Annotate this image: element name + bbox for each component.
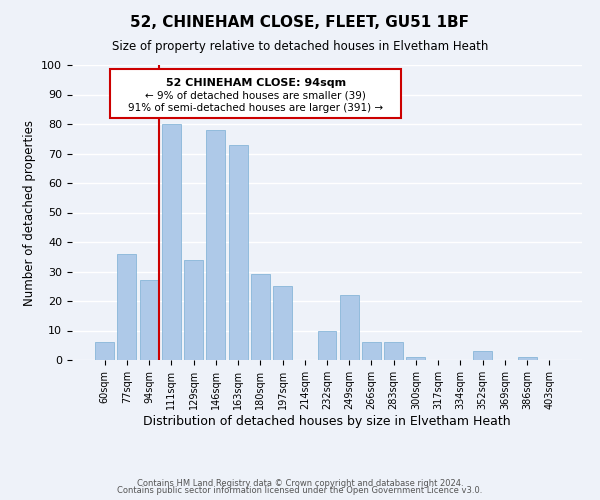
Bar	[95, 342, 114, 360]
Text: ← 9% of detached houses are smaller (39): ← 9% of detached houses are smaller (39)	[145, 91, 366, 101]
Text: 91% of semi-detached houses are larger (391) →: 91% of semi-detached houses are larger (…	[128, 104, 383, 114]
Bar	[118, 254, 136, 360]
Bar	[140, 280, 158, 360]
Bar	[162, 124, 181, 360]
Bar	[206, 130, 225, 360]
Y-axis label: Number of detached properties: Number of detached properties	[23, 120, 36, 306]
Bar	[384, 342, 403, 360]
Bar	[273, 286, 292, 360]
Bar	[340, 295, 359, 360]
Bar	[317, 330, 337, 360]
FancyBboxPatch shape	[110, 70, 401, 118]
Text: Contains HM Land Registry data © Crown copyright and database right 2024.: Contains HM Land Registry data © Crown c…	[137, 478, 463, 488]
Text: 52 CHINEHAM CLOSE: 94sqm: 52 CHINEHAM CLOSE: 94sqm	[166, 78, 346, 88]
Bar	[406, 357, 425, 360]
Bar	[518, 357, 536, 360]
Text: Size of property relative to detached houses in Elvetham Heath: Size of property relative to detached ho…	[112, 40, 488, 53]
Text: Contains public sector information licensed under the Open Government Licence v3: Contains public sector information licen…	[118, 486, 482, 495]
Bar	[184, 260, 203, 360]
Bar	[362, 342, 381, 360]
Bar	[473, 351, 492, 360]
Text: 52, CHINEHAM CLOSE, FLEET, GU51 1BF: 52, CHINEHAM CLOSE, FLEET, GU51 1BF	[131, 15, 470, 30]
X-axis label: Distribution of detached houses by size in Elvetham Heath: Distribution of detached houses by size …	[143, 414, 511, 428]
Bar	[229, 144, 248, 360]
Bar	[251, 274, 270, 360]
